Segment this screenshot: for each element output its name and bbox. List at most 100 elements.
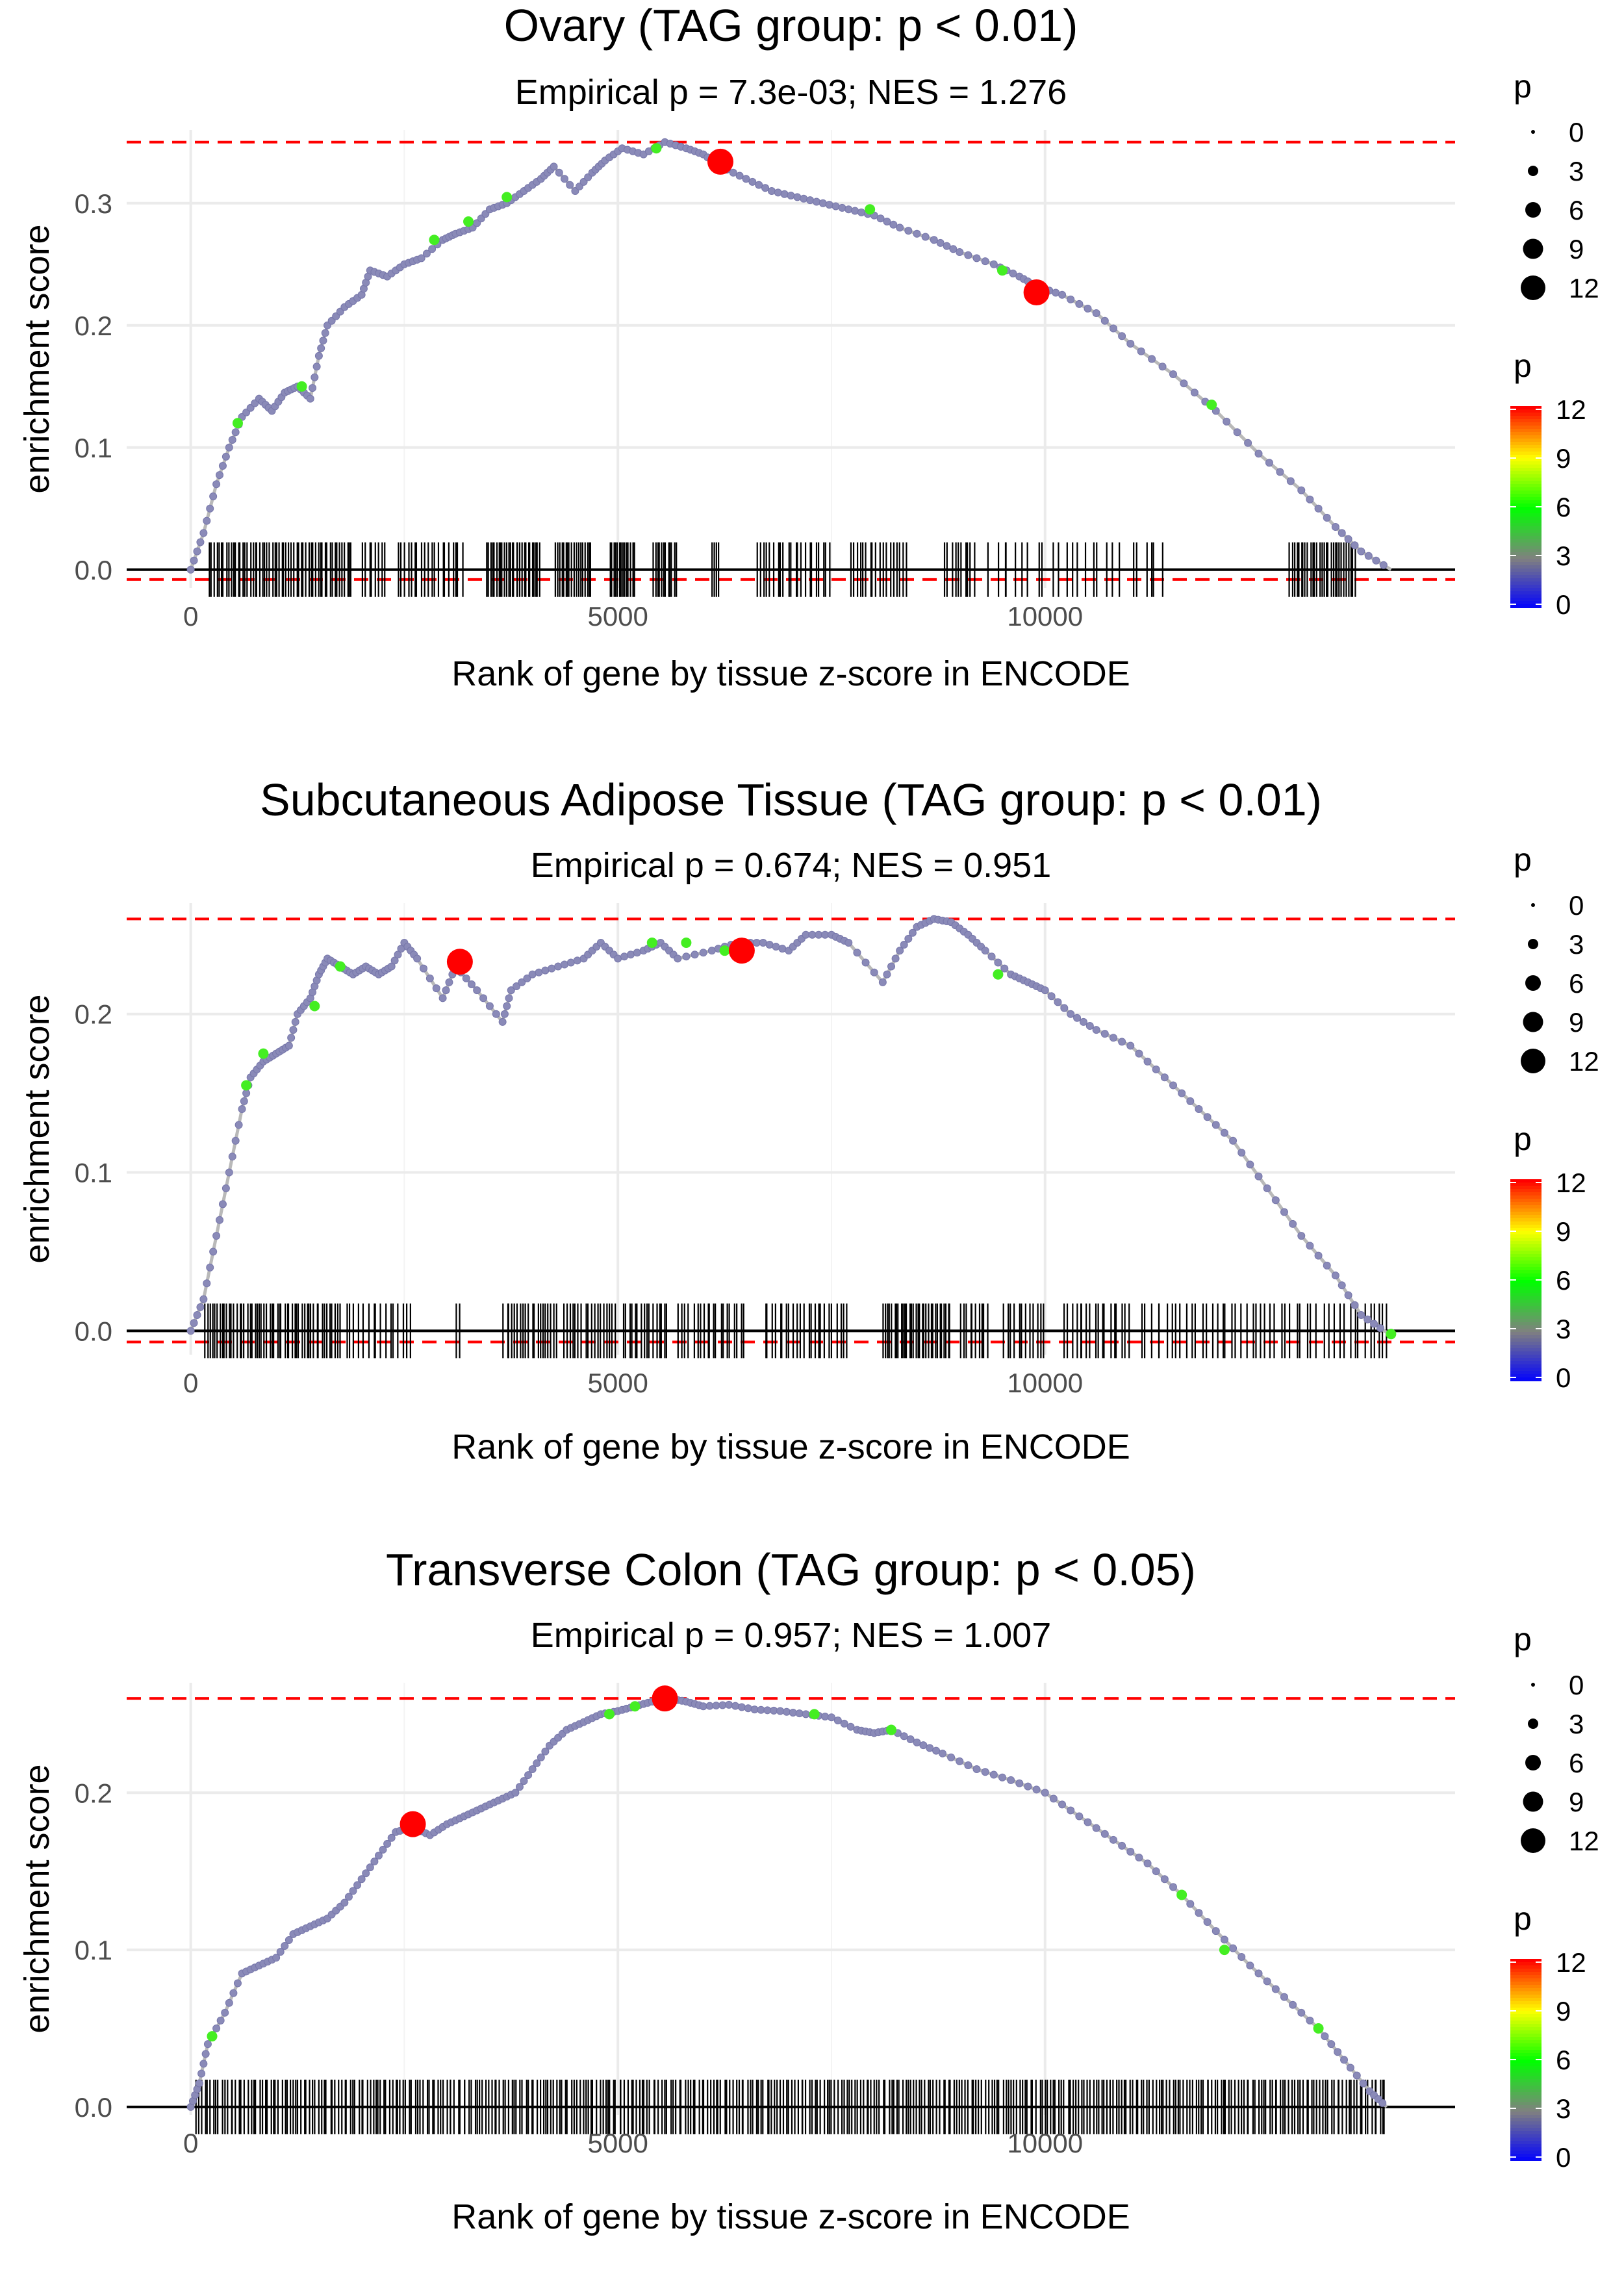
color-bar-strip	[1510, 1335, 1542, 1339]
color-legend-label: 3	[1556, 2093, 1571, 2124]
gene-point-green	[993, 969, 1004, 980]
gene-point	[225, 443, 233, 452]
color-bar-strip	[1510, 1192, 1542, 1196]
color-bar-strip	[1510, 1205, 1542, 1209]
gene-point	[780, 190, 789, 198]
gene-point	[891, 954, 900, 963]
x-tick-label: 0	[183, 1368, 198, 1398]
gene-point	[921, 233, 930, 241]
size-legend-dot	[1531, 130, 1535, 134]
gene-point	[1344, 535, 1352, 543]
gene-point	[707, 947, 716, 955]
gene-points	[186, 138, 1388, 574]
gene-point	[541, 1747, 550, 1756]
color-legend-title: p	[1514, 1121, 1532, 1157]
color-legend-label: 9	[1556, 443, 1571, 474]
y-tick-label: 0.2	[75, 1778, 112, 1808]
gene-point	[1271, 1985, 1280, 1993]
gene-point	[1084, 1818, 1092, 1826]
gene-point	[1041, 1789, 1049, 1797]
gene-point	[774, 188, 782, 197]
chart-title: Subcutaneous Adipose Tissue (TAG group: …	[260, 774, 1322, 825]
gene-point	[1212, 1121, 1220, 1129]
chart-subtitle: Empirical p = 0.957; NES = 1.007	[531, 1616, 1051, 1655]
gene-point	[319, 337, 327, 345]
color-legend-label: 3	[1556, 541, 1571, 571]
gene-point	[515, 1783, 524, 1791]
color-bar-strip	[1510, 1998, 1542, 2002]
y-tick-label: 0.1	[75, 433, 112, 463]
gene-point	[1160, 1875, 1169, 1884]
gene-point	[228, 436, 236, 444]
color-bar-strip	[1510, 1277, 1542, 1281]
gene-point	[1118, 1841, 1126, 1850]
color-bar-strip	[1510, 1319, 1542, 1323]
gene-point	[199, 529, 208, 537]
color-legend-label: 0	[1556, 1362, 1571, 1393]
size-legend-label: 9	[1569, 1007, 1584, 1038]
gene-point	[744, 1704, 752, 1713]
gene-point-green	[646, 937, 657, 948]
gene-point	[1280, 1993, 1288, 2001]
color-bar-strip	[1510, 1969, 1542, 1973]
gene-point	[272, 1954, 281, 1962]
gene-point	[379, 1845, 387, 1854]
gene-point	[757, 1706, 765, 1714]
color-bar-strip	[1510, 2079, 1542, 2083]
gene-point	[682, 952, 691, 961]
y-axis-title: enrichment score	[18, 224, 57, 493]
color-bar-strip	[1510, 455, 1542, 459]
gene-point	[938, 1749, 946, 1757]
gene-point	[1359, 2079, 1367, 2088]
color-bar-strip	[1510, 2056, 1542, 2060]
color-bar-strip	[1510, 2001, 1542, 2005]
gene-point	[752, 938, 761, 947]
gene-point	[498, 1017, 507, 1026]
gene-point	[731, 1702, 740, 1710]
gene-point	[844, 938, 853, 947]
color-bar-strip	[1510, 536, 1542, 540]
gene-point	[1152, 1867, 1160, 1876]
color-bar-strip	[1510, 2004, 1542, 2008]
gene-point	[1186, 1097, 1195, 1105]
color-legend: p 0 3 6 9 12	[1510, 348, 1586, 620]
color-bar-strip	[1510, 1257, 1542, 1261]
color-bar-strip	[1510, 1978, 1542, 1982]
gene-point	[1276, 468, 1284, 476]
gene-point	[806, 196, 815, 205]
gene-point	[438, 994, 447, 1003]
gene-point	[1357, 1311, 1365, 1320]
color-bar-strip	[1510, 1260, 1542, 1264]
color-bar-strip	[1510, 419, 1542, 423]
gene-point	[195, 2079, 203, 2088]
x-tick-label: 10000	[1007, 601, 1083, 632]
chart-subtitle: Empirical p = 7.3e-03; NES = 1.276	[515, 73, 1067, 112]
size-legend-label: 0	[1569, 117, 1584, 147]
gene-point	[1314, 504, 1323, 513]
gene-point	[218, 462, 227, 470]
gene-point	[981, 257, 989, 266]
gene-point	[566, 181, 574, 189]
gene-point	[1289, 2000, 1297, 2009]
gene-point	[1067, 1010, 1075, 1018]
color-bar-strip	[1510, 2063, 1542, 2067]
gene-point	[203, 517, 211, 525]
color-bar-strip	[1510, 575, 1542, 579]
color-bar-strip	[1510, 549, 1542, 553]
color-bar-strip	[1510, 1195, 1542, 1199]
color-bar-strip	[1510, 526, 1542, 530]
gene-point	[362, 1869, 370, 1878]
gene-point	[231, 428, 240, 437]
color-legend-title: p	[1514, 1900, 1532, 1937]
color-legend-label: 9	[1556, 1216, 1571, 1247]
gene-point	[759, 938, 767, 947]
size-legend-dot	[1528, 1718, 1538, 1729]
gene-point	[748, 177, 757, 186]
size-legend-label: 3	[1569, 156, 1584, 186]
color-bar-strip	[1510, 1306, 1542, 1310]
gene-point	[1379, 561, 1388, 569]
gene-point	[196, 1303, 205, 1311]
gene-point	[1237, 1149, 1246, 1157]
size-legend-dot	[1525, 202, 1541, 218]
gene-point	[767, 187, 776, 195]
